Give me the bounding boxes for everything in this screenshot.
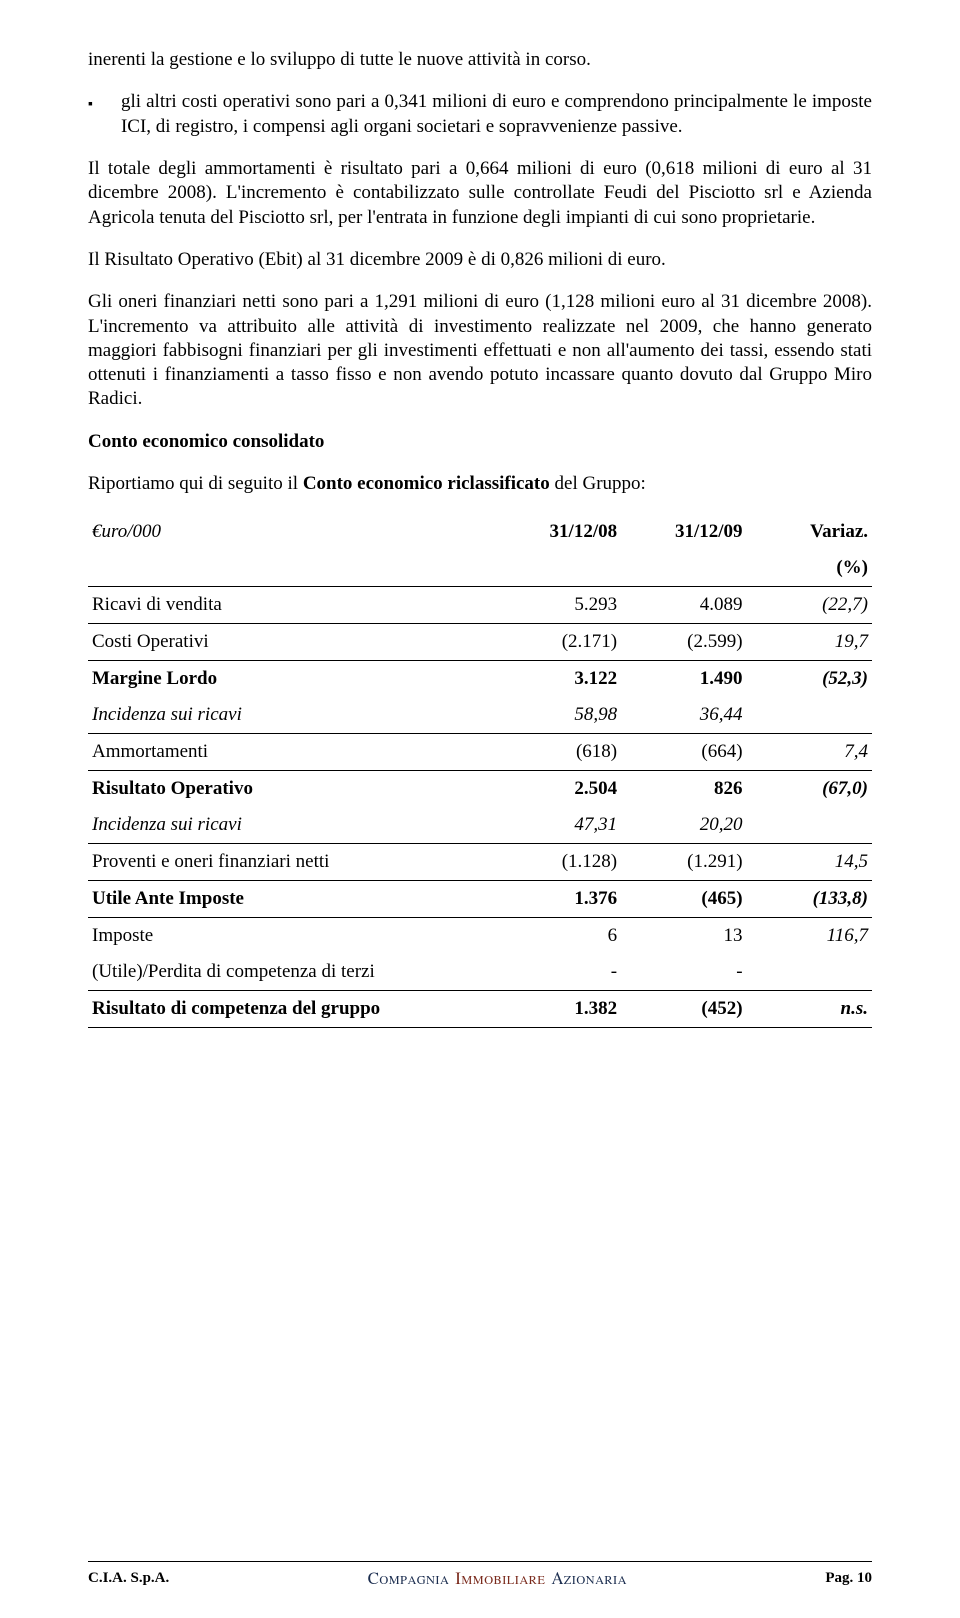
row-label: Ammortamenti [88,734,496,771]
text-post: del Gruppo: [550,473,646,494]
row-value-variaz: n.s. [747,991,872,1028]
row-value-variaz: 116,7 [747,918,872,955]
row-label: Proventi e oneri finanziari netti [88,844,496,881]
row-label: Costi Operativi [88,624,496,661]
row-label: Risultato di competenza del gruppo [88,991,496,1028]
table-row: Costi Operativi(2.171)(2.599)19,7 [88,624,872,661]
row-value-variaz: 7,4 [747,734,872,771]
text-pre: Riportiamo qui di seguito il [88,473,303,494]
footer-word-immobiliare: Immobiliare [455,1566,545,1590]
paragraph-ammortamenti: Il totale degli ammortamenti è risultato… [88,157,872,230]
row-value-2008: (2.171) [496,624,621,661]
row-value-2008: 6 [496,918,621,955]
row-label: Ricavi di vendita [88,587,496,624]
row-value-2009: (452) [621,991,746,1028]
row-value-variaz [747,807,872,844]
document-page: inerenti la gestione e lo sviluppo di tu… [0,0,960,1618]
income-statement-table: €uro/000 31/12/08 31/12/09 Variaz. (%) R… [88,514,872,1028]
row-label: Utile Ante Imposte [88,881,496,918]
table-row: (Utile)/Perdita di competenza di terzi-- [88,954,872,991]
row-value-2009: 1.490 [621,661,746,698]
row-value-variaz: 19,7 [747,624,872,661]
table-row: Utile Ante Imposte1.376(465)(133,8) [88,881,872,918]
table-row: Incidenza sui ricavi58,9836,44 [88,697,872,734]
row-label: Risultato Operativo [88,771,496,808]
row-value-variaz: (67,0) [747,771,872,808]
row-value-2008: - [496,954,621,991]
table-subheader-row: (%) [88,550,872,587]
footer-page-number: Pag. 10 [825,1570,872,1587]
paragraph-intro: inerenti la gestione e lo sviluppo di tu… [88,48,872,72]
row-label: Imposte [88,918,496,955]
row-value-2008: 5.293 [496,587,621,624]
header-col-2008: 31/12/08 [496,514,621,550]
footer-company: C.I.A. S.p.A. [88,1570,169,1587]
table-row: Risultato Operativo2.504826(67,0) [88,771,872,808]
row-label: (Utile)/Perdita di competenza di terzi [88,954,496,991]
row-value-variaz: (133,8) [747,881,872,918]
header-col-variaz: Variaz. [747,514,872,550]
row-value-2009: (465) [621,881,746,918]
row-value-2008: 2.504 [496,771,621,808]
footer-word-compagnia: Compagnia [368,1566,450,1590]
paragraph-oneri-finanziari: Gli oneri finanziari netti sono pari a 1… [88,290,872,412]
row-value-2008: (618) [496,734,621,771]
row-value-2008: (1.128) [496,844,621,881]
bullet-item: ▪ gli altri costi operativi sono pari a … [88,90,872,139]
footer-logo-text: Compagnia Immobiliare Azionaria [368,1566,627,1590]
header-col-2009: 31/12/09 [621,514,746,550]
row-label: Margine Lordo [88,661,496,698]
table-row: Margine Lordo3.1221.490(52,3) [88,661,872,698]
row-value-2009: 4.089 [621,587,746,624]
row-value-variaz: (22,7) [747,587,872,624]
row-value-2008: 3.122 [496,661,621,698]
row-value-2008: 1.382 [496,991,621,1028]
row-value-2009: (2.599) [621,624,746,661]
row-value-variaz: 14,5 [747,844,872,881]
row-value-2009: (1.291) [621,844,746,881]
table-row: Risultato di competenza del gruppo1.382(… [88,991,872,1028]
row-value-variaz: (52,3) [747,661,872,698]
header-unit: €uro/000 [88,514,496,550]
row-value-2009: (664) [621,734,746,771]
paragraph-ebit: Il Risultato Operativo (Ebit) al 31 dice… [88,248,872,272]
table-row: Incidenza sui ricavi47,3120,20 [88,807,872,844]
footer-rule [88,1561,872,1562]
row-value-2009: 13 [621,918,746,955]
row-value-2008: 47,31 [496,807,621,844]
row-value-2009: 36,44 [621,697,746,734]
row-label: Incidenza sui ricavi [88,807,496,844]
footer-word-azionaria: Azionaria [551,1566,627,1590]
table-row: Ricavi di vendita5.2934.089(22,7) [88,587,872,624]
header-col-pct: (%) [747,550,872,587]
row-value-2009: 20,20 [621,807,746,844]
table-row: Proventi e oneri finanziari netti(1.128)… [88,844,872,881]
row-value-2009: - [621,954,746,991]
row-value-2009: 826 [621,771,746,808]
row-value-variaz [747,954,872,991]
paragraph-riportiamo: Riportiamo qui di seguito il Conto econo… [88,472,872,496]
table-row: Ammortamenti(618)(664)7,4 [88,734,872,771]
text-bold: Conto economico riclassificato [303,473,550,494]
heading-conto-economico: Conto economico consolidato [88,430,872,454]
row-value-2008: 58,98 [496,697,621,734]
bullet-square-icon: ▪ [88,90,93,114]
page-footer: C.I.A. S.p.A. Compagnia Immobiliare Azio… [88,1566,872,1590]
table-row: Imposte613116,7 [88,918,872,955]
bullet-text: gli altri costi operativi sono pari a 0,… [121,90,872,139]
row-value-2008: 1.376 [496,881,621,918]
table-header-row: €uro/000 31/12/08 31/12/09 Variaz. [88,514,872,550]
row-value-variaz [747,697,872,734]
row-label: Incidenza sui ricavi [88,697,496,734]
